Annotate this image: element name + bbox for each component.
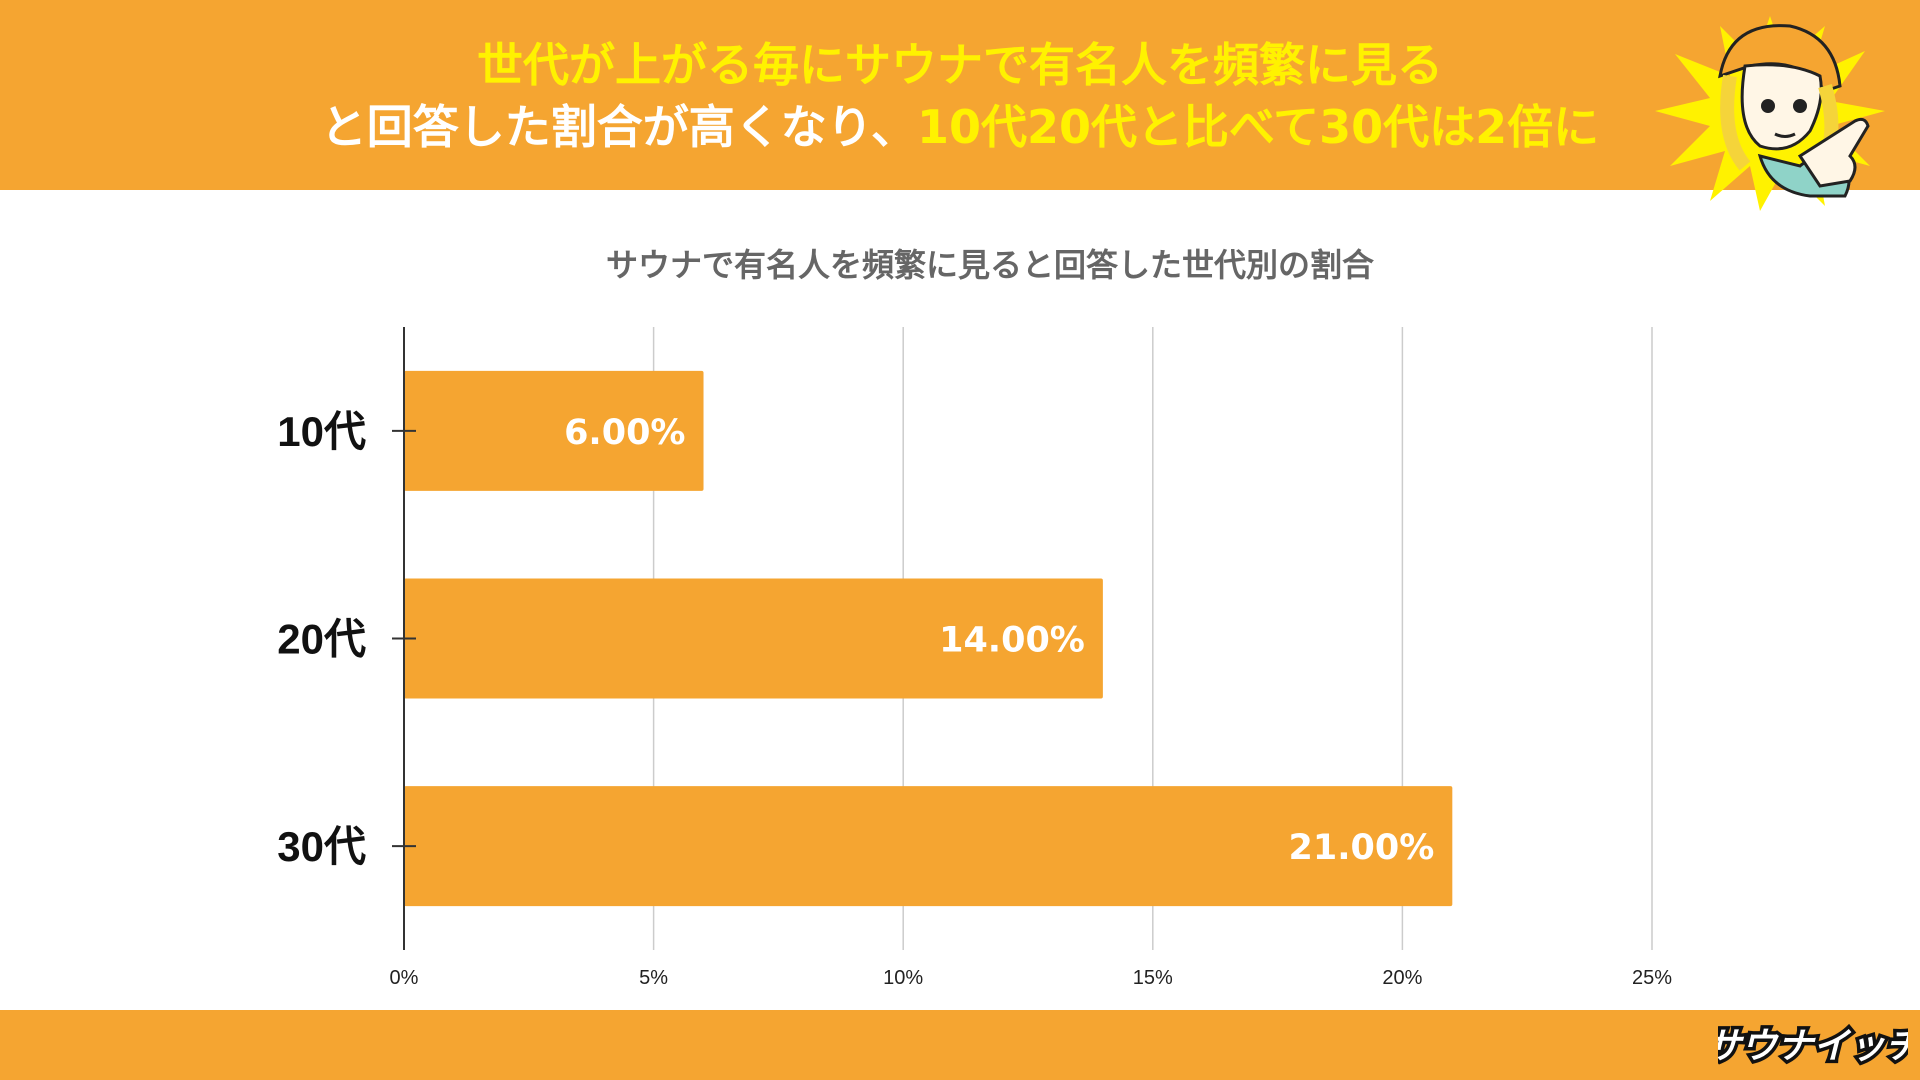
category-label: 10代 (277, 408, 366, 455)
header-banner (0, 0, 1920, 190)
footer-banner (0, 1010, 1920, 1080)
data-label: 21.00% (1289, 828, 1435, 868)
bar (404, 786, 1453, 907)
bars: 6.00% 14.00% 21.00% (404, 370, 1453, 907)
mascot-pointing-icon (1655, 16, 1885, 211)
axes: 0% 5% 10% 15% 20% 25% 10代 20代 30代 (277, 327, 1672, 989)
x-tick-label: 10% (883, 967, 923, 989)
data-label: 6.00% (564, 413, 685, 453)
x-tick-label: 20% (1382, 967, 1422, 989)
x-tick-label: 5% (639, 967, 668, 989)
data-label: 14.00% (939, 621, 1085, 661)
headline-line1: 世代が上がる毎にサウナで有名人を頻繁に見る (0, 34, 1920, 96)
headline-line1-text: 世代が上がる毎にサウナで有名人を頻繁に見る (477, 38, 1443, 92)
headline-line2-highlight: 10代20代と比べて30代は2倍に (916, 100, 1600, 154)
x-tick-label: 25% (1632, 967, 1672, 989)
x-tick-label: 15% (1133, 967, 1173, 989)
chart-title: サウナで有名人を頻繁に見ると回答した世代別の割合 (606, 246, 1374, 284)
headline-line2: と回答した割合が高くなり、10代20代と比べて30代は2倍に (0, 96, 1920, 158)
bar (404, 578, 1103, 699)
brand-logo: サウナイッチ (1718, 1023, 1908, 1071)
headline: 世代が上がる毎にサウナで有名人を頻繁に見る と回答した割合が高くなり、10代20… (0, 34, 1920, 158)
category-label: 20代 (277, 616, 366, 663)
x-tick-label: 0% (390, 967, 419, 989)
bar (404, 370, 704, 491)
category-label: 30代 (277, 823, 366, 870)
brand-logo-text: サウナイッチ (1718, 1026, 1908, 1067)
headline-line2-prefix: と回答した割合が高くなり、 (320, 100, 917, 154)
